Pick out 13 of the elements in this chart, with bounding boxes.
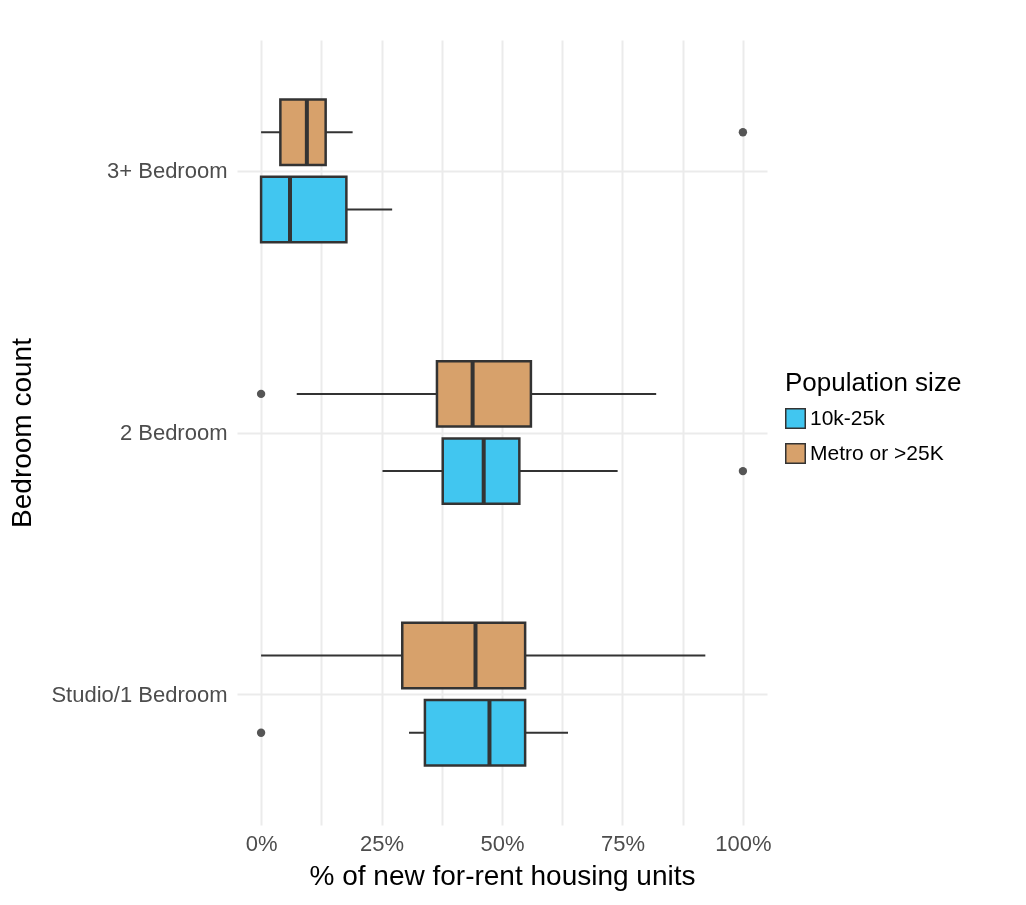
x-tick-label: 50% bbox=[480, 830, 525, 856]
x-tick-label: 0% bbox=[245, 830, 278, 856]
y-tick-label: Studio/1 Bedroom bbox=[51, 681, 228, 707]
legend-title: Population size bbox=[785, 367, 962, 397]
legend-label: Metro or >25K bbox=[810, 440, 944, 464]
x-tick-label: 75% bbox=[600, 830, 645, 856]
y-tick-label: 2 Bedroom bbox=[119, 420, 228, 445]
legend-label: 10k-25k bbox=[810, 405, 886, 429]
x-axis-title: % of new for-rent housing units bbox=[309, 859, 696, 891]
x-tick-label: 100% bbox=[715, 830, 772, 856]
y-axis-title: Bedroom count bbox=[6, 337, 38, 528]
y-tick-label: 3+ Bedroom bbox=[107, 158, 228, 184]
x-tick-label: 25% bbox=[360, 830, 405, 856]
